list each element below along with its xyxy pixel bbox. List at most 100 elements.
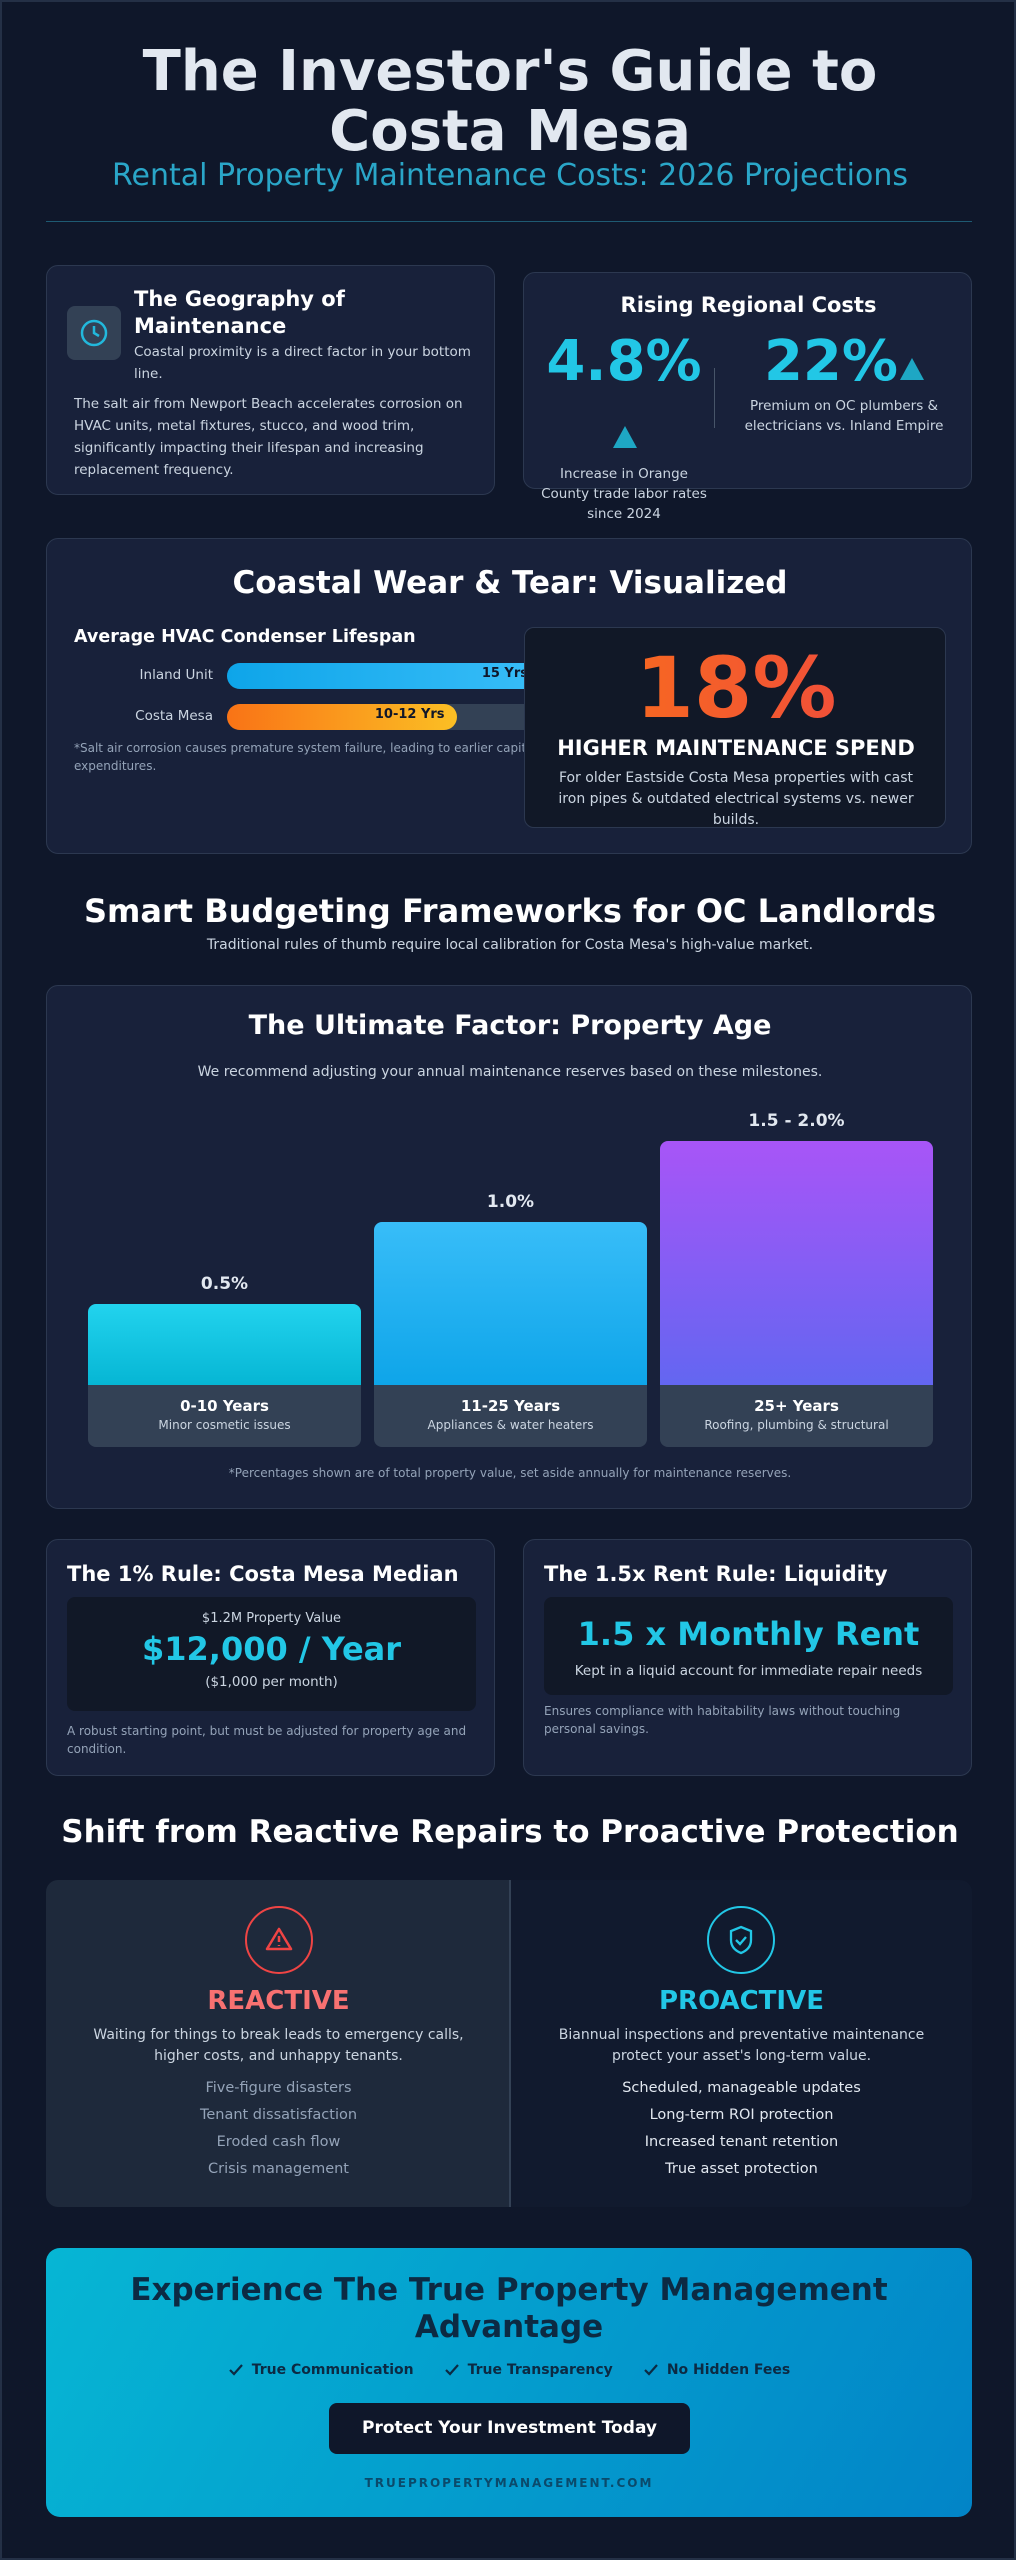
cta-features: True Communication True Transparency No Hi… [46,2362,972,2378]
proactive-item: Scheduled, manageable updates [622,2080,861,2096]
age-card: The Ultimate Factor: Property Age We rec… [46,985,972,1509]
hvac-track: 10-12 Yrs [227,704,540,730]
highlight-label: HIGHER MAINTENANCE SPEND [557,736,915,760]
stat-box: 4.8% [534,328,714,464]
age-label-box: 25+ Years Roofing, plumbing & structural [660,1385,933,1447]
regional-title: Rising Regional Costs [620,293,877,317]
age-value: 0.5% [200,1273,249,1294]
geo-title: The Geography of Maintenance [134,287,345,338]
check-icon [444,2364,459,2376]
reactive-item: Five-figure disasters [205,2080,352,2096]
coastal-title: Coastal Wear & Tear: Visualized [232,565,788,601]
rule-card: The 1% Rule: Costa Mesa Median $1.2M Pro… [46,1539,495,1776]
age-category: 11-25 Years [460,1397,561,1415]
proactive-text: Biannual inspections and preventative ma… [558,2027,925,2064]
rule-sub: ($1,000 per month) [205,1674,338,1690]
age-label-box: 11-25 Years Appliances & water heaters [374,1385,647,1447]
age-category: 0-10 Years [180,1397,269,1415]
cta-feature: True Transparency [444,2362,613,2378]
hvac-label: Costa Mesa [135,708,213,724]
stat-value: 22% [763,329,899,394]
geo-subtitle: Coastal proximity is a direct factor in … [134,344,471,382]
reactive-text: Waiting for things to break leads to eme… [93,2027,464,2064]
hvac-note: *Salt air corrosion causes premature sys… [74,741,537,773]
rule-note: A robust starting point, but must be adj… [67,1724,467,1756]
rule-sub: Kept in a liquid account for immediate r… [574,1663,923,1679]
proactive-title: PROACTIVE [659,1986,824,2016]
up-arrow [900,358,925,380]
reactive-list: Five-figure disasters Tenant dissatisfact… [46,2075,511,2183]
geo-body: The salt air from Newport Beach accelera… [74,396,463,478]
proactive-list: Scheduled, manageable updates Long-term R… [511,2075,972,2183]
rule-title: The 1.5x Rent Rule: Liquidity [544,1562,888,1586]
stat-value: 4.8% [546,329,702,394]
cta-url: TRUEPROPERTYMANAGEMENT.COM [364,2476,654,2490]
age-value: 1.0% [486,1192,535,1213]
cta-feature-text: True Communication [251,2362,414,2378]
hvac-value: 10-12 Yrs [374,707,445,722]
cta: Experience The True Property Management … [46,2248,972,2517]
check-icon [228,2364,243,2376]
rule-note: Ensures compliance with habitability law… [544,1704,901,1736]
hvac-bar [227,663,540,689]
cta-feature: True Communication [228,2362,414,2378]
age-bar [374,1222,647,1385]
proactive-panel: PROACTIVE Biannual inspections and preve… [511,1880,972,2207]
age-title: The Ultimate Factor: Property Age [248,1010,772,1041]
cta-feature: No Hidden Fees [643,2362,790,2378]
proactive-item: Increased tenant retention [644,2134,839,2150]
rule-value: 1.5 x Monthly Rent [577,1615,920,1653]
age-category: 25+ Years [754,1397,839,1415]
shift-title: Shift from Reactive Repairs to Proactive… [61,1814,959,1850]
reactive-title: REACTIVE [207,1986,350,2016]
stat: 22% Premium on OC plumbers & electrician… [729,328,959,436]
separator [714,368,715,428]
rule-box: $1.2M Property Value $12,000 / Year ($1,… [67,1597,476,1711]
regional-card: Rising Regional Costs 4.8% Increase in O… [523,272,972,522]
age-description: Appliances & water heaters [427,1418,594,1432]
age-label-box: 0-10 Years Minor cosmetic issues [88,1385,361,1447]
budget-subtitle: Traditional rules of thumb require local… [206,937,814,953]
stat-label: Increase in Orange County trade labor ra… [541,466,707,522]
budget-title: Smart Budgeting Frameworks for OC Landlo… [83,892,937,930]
highlight-value: 18% [525,640,947,736]
hvac-title: Average HVAC Condenser Lifespan [74,627,416,647]
title: The Investor's Guide to Costa Mesa [142,39,878,164]
highlight-text: For older Eastside Costa Mesa properties… [558,770,914,828]
age-column: 0.5% 0-10 Years Minor cosmetic issues [88,986,361,1447]
age-note: *Percentages shown are of total property… [228,1466,792,1480]
up-arrow [613,426,637,448]
warning-icon [245,1906,313,1974]
proactive-item: Long-term ROI protection [649,2107,834,2123]
reactive-item: Tenant dissatisfaction [199,2107,358,2123]
divider [46,221,972,222]
age-column: 1.5 - 2.0% 25+ Years Roofing, plumbing & s… [660,986,933,1447]
stat-box: 22% [729,328,959,396]
age-bar [660,1141,933,1385]
reactive-item: Eroded cash flow [216,2134,341,2150]
hvac-bar [227,704,457,730]
geography-card: The Geography of Maintenance Coastal pro… [46,265,495,495]
age-subtitle: We recommend adjusting your annual maint… [197,1064,823,1080]
cta-title: Experience The True Property Management … [130,2272,888,2345]
age-value: 1.5 - 2.0% [748,1111,845,1131]
proactive-item: True asset protection [665,2161,818,2177]
cta-feature-text: True Transparency [467,2362,613,2378]
age-column: 1.0% 11-25 Years Appliances & water heater… [374,986,647,1447]
subtitle: Rental Property Maintenance Costs: 2026 … [111,158,909,193]
reactive-item: Crisis management [208,2161,349,2177]
age-description: Minor cosmetic issues [158,1418,291,1432]
reactive-panel: REACTIVE Waiting for things to break lea… [46,1880,511,2207]
highlight-box: 18% HIGHER MAINTENANCE SPEND For older E… [524,627,946,828]
hvac-track: 15 Yrs [227,663,540,689]
rule-value: $12,000 / Year [141,1630,402,1668]
hvac-label: Inland Unit [139,667,213,683]
age-description: Roofing, plumbing & structural [704,1418,889,1432]
stat-label: Premium on OC plumbers & electricians vs… [744,398,944,434]
stat: 4.8% Increase in Orange County trade lab… [534,328,714,524]
clock-svg [80,319,108,347]
cta-button[interactable]: Protect Your Investment Today [329,2403,690,2454]
rule-box: 1.5 x Monthly Rent Kept in a liquid acco… [544,1597,953,1695]
rule-card: The 1.5x Rent Rule: Liquidity 1.5 x Mont… [523,1539,972,1776]
